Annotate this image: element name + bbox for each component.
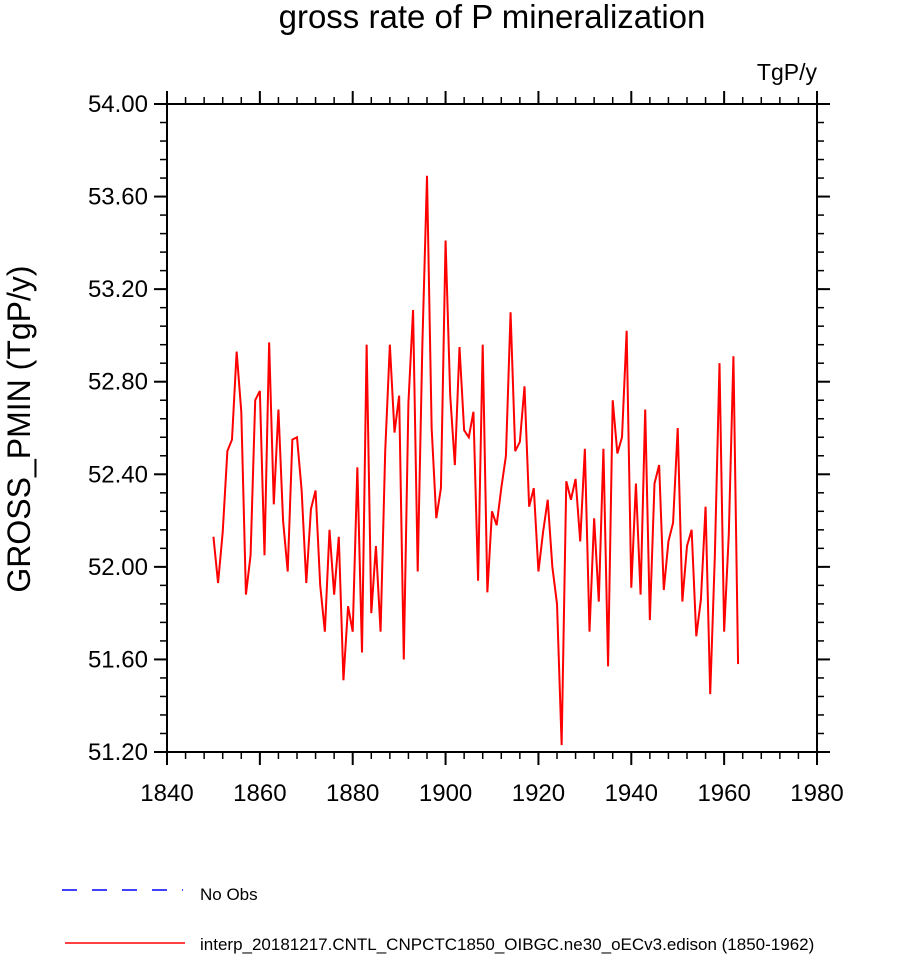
axis-ticks <box>154 91 830 765</box>
units-label: TgP/y <box>757 59 818 85</box>
y-tick-label: 51.60 <box>88 646 148 673</box>
y-tick-label: 54.00 <box>88 91 148 118</box>
x-tick-label: 1900 <box>419 780 472 807</box>
y-tick-label: 52.40 <box>88 461 148 488</box>
x-tick-label: 1980 <box>790 780 843 807</box>
x-tick-label: 1960 <box>697 780 750 807</box>
x-tick-label: 1840 <box>140 780 193 807</box>
chart-title: gross rate of P mineralization <box>279 0 706 35</box>
legend-label-model-run: interp_20181217.CNTL_CNPCTC1850_OIBGC.ne… <box>200 935 814 954</box>
y-tick-label: 51.20 <box>88 739 148 766</box>
y-tick-label: 52.00 <box>88 554 148 581</box>
x-tick-label: 1920 <box>512 780 565 807</box>
plot-frame <box>166 103 818 753</box>
y-tick-labels: 51.20 51.60 52.00 52.40 52.80 53.20 53.60 54.00 <box>88 91 148 766</box>
y-axis-label: GROSS_PMIN (TgP/y) <box>1 265 37 592</box>
y-tick-label: 52.80 <box>88 369 148 396</box>
x-tick-label: 1940 <box>605 780 658 807</box>
y-tick-label: 53.20 <box>88 276 148 303</box>
series-line-gross-pmin <box>212 175 740 746</box>
x-tick-labels: 1840 1860 1880 1900 1920 1940 1960 1980 <box>140 780 843 807</box>
x-tick-label: 1860 <box>233 780 286 807</box>
legend: No Obs interp_20181217.CNTL_CNPCTC1850_O… <box>62 885 814 954</box>
x-tick-label: 1880 <box>326 780 379 807</box>
legend-label-no-obs: No Obs <box>200 885 258 904</box>
y-tick-label: 53.60 <box>88 184 148 211</box>
